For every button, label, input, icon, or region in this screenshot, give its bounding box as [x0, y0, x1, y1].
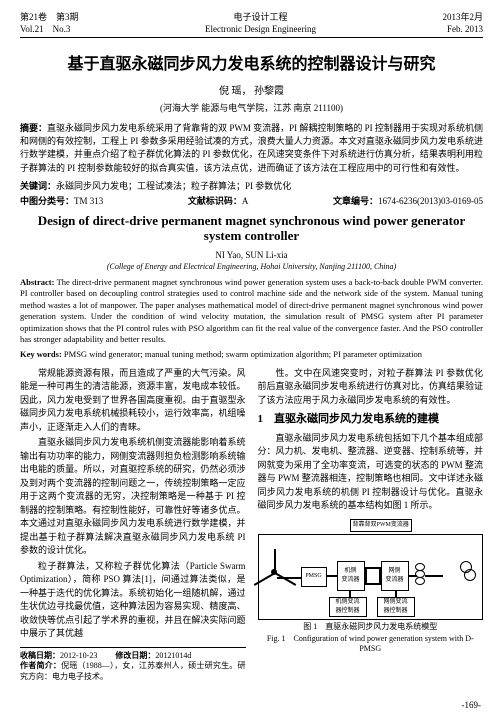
machine-side-controller: 机侧变流 器控制器: [329, 597, 367, 617]
para-l2: 直驱永磁同步风力发电系统机侧变流器能影响着系统输出有功功率的能力，网侧变流器则担…: [20, 436, 246, 558]
authors-en: NI Yao, SUN Li-xia: [20, 250, 483, 260]
kw-cn-label: 关键词：: [20, 181, 56, 191]
affil-en: (College of Energy and Electrical Engine…: [20, 262, 483, 271]
keywords-en: Key words: PMSG wind generator; manual t…: [20, 349, 483, 359]
page-number: -169-: [462, 700, 482, 710]
page-header: 第21卷 第3期 Vol.21 No.3 电子设计工程 Electronic D…: [20, 12, 483, 38]
artno-val: 1674-6236(2013)03-0169-05: [378, 196, 483, 206]
title-en: Design of direct-drive permanent magnet …: [20, 213, 483, 244]
fig1-caption-cn: 图 1 直驱永磁同步风力发电系统模型: [258, 622, 484, 632]
recv-label: 收稿日期：: [20, 651, 60, 660]
grid-side-converter: 网侧 变流器: [381, 561, 409, 591]
para-l3: 粒子群算法，又称粒子群优化算法（Particle Swarm Optimizat…: [20, 560, 246, 641]
class-row: 中图分类号：TM 313 文献标识码：A 文章编号：1674-6236(2013…: [20, 194, 483, 207]
kw-en-label: Key words:: [20, 349, 62, 359]
recv-val: 2012-10-23: [60, 651, 97, 660]
bio-label: 作者简介：: [20, 661, 61, 670]
abstract-cn-label: 摘要：: [20, 123, 47, 133]
left-column: 常规能源资源有限，而且造成了严重的大气污染。风能是一种可再生的清洁能源，资源丰富…: [20, 367, 246, 683]
shaft-line: [277, 577, 301, 579]
cls-val: TM 313: [74, 196, 103, 206]
machine-side-converter: 机侧 变流器: [337, 561, 365, 591]
hdr-vol-en: Vol.21: [20, 24, 44, 34]
abstract-cn-text: 直驱永磁同步风力发电系统采用了背靠背的双 PWM 变流器，PI 解耦控制策略的 …: [20, 123, 483, 172]
hdr-date-en: Feb. 2013: [447, 24, 483, 34]
abstract-en-label: Abstract:: [20, 277, 54, 287]
para-l1: 常规能源资源有限，而且造成了严重的大气污染。风能是一种可再生的清洁能源，资源丰富…: [20, 367, 246, 435]
artno-label: 文章编号：: [333, 196, 378, 206]
hdr-issue-en: No.3: [53, 24, 71, 34]
hdr-date-cn: 2013年2月: [442, 12, 483, 22]
journal-en: Electronic Design Engineering: [205, 24, 316, 34]
title-cn: 基于直驱永磁同步风力发电系统的控制器设计与研究: [20, 50, 483, 74]
pmsg-box: PMSG: [301, 567, 327, 587]
affil-cn: (河海大学 能源与电气学院，江苏 南京 211100): [20, 101, 483, 114]
rev-val: 20121014d: [155, 651, 191, 660]
right-column: 性。文中在风速突变时，对粒子群算法 PI 参数优化前后直驱永磁同步发电系统进行仿…: [258, 367, 484, 683]
journal-cn: 电子设计工程: [234, 12, 288, 22]
section-1-heading: 1 直驱永磁同步风力发电系统的建模: [258, 411, 484, 428]
keywords-cn: 关键词：永磁同步风力发电；工程试凑法；粒子群算法；PI 参数优化: [20, 179, 483, 192]
figure-1: PMSG 机侧 变流器 网侧 变流器 机侧变流 器控制器 网侧变流 器控制器: [258, 534, 484, 620]
authors-cn: 倪 瑶， 孙黎霞: [20, 82, 483, 97]
abstract-en-text: The direct-drive permanent magnet synchr…: [20, 277, 483, 344]
abstract-en: Abstract: The direct-drive permanent mag…: [20, 277, 483, 346]
kw-cn-text: 永磁同步风力发电；工程试凑法；粒子群算法；PI 参数优化: [56, 181, 291, 191]
abstract-cn: 摘要：直驱永磁同步风力发电系统采用了背靠背的双 PWM 变流器，PI 解耦控制策…: [20, 122, 483, 174]
para-r1: 性。文中在风速突变时，对粒子群算法 PI 参数优化前后直驱永磁同步发电系统进行仿…: [258, 367, 484, 408]
grid-side-controller: 网侧变流 器控制器: [377, 597, 415, 617]
doccode-val: A: [242, 196, 249, 206]
hdr-vol: 第21卷: [20, 12, 47, 22]
fig-top-label: 背靠背双PWM变流器: [350, 519, 412, 532]
rev-label: 修改日期：: [115, 651, 155, 660]
kw-en-text: PMSG wind generator; manual tuning metho…: [62, 349, 422, 359]
hdr-issue: 第3期: [56, 12, 79, 22]
para-r2: 直驱永磁同步风力发电系统包括如下几个基本组成部分：风力机、发电机、整流器、逆变器…: [258, 432, 484, 513]
body-columns: 常规能源资源有限，而且造成了严重的大气污染。风能是一种可再生的清洁能源，资源丰富…: [20, 367, 483, 683]
footnote-block: 收稿日期：2012-10-23 修改日期：20121014d 作者简介：倪瑶（1…: [20, 647, 246, 683]
fig1-caption-en: Fig. 1 Configuration of wind power gener…: [258, 634, 484, 654]
doccode-label: 文献标识码：: [188, 196, 242, 206]
cls-label: 中图分类号：: [20, 196, 74, 206]
grid-icon: [460, 561, 476, 589]
